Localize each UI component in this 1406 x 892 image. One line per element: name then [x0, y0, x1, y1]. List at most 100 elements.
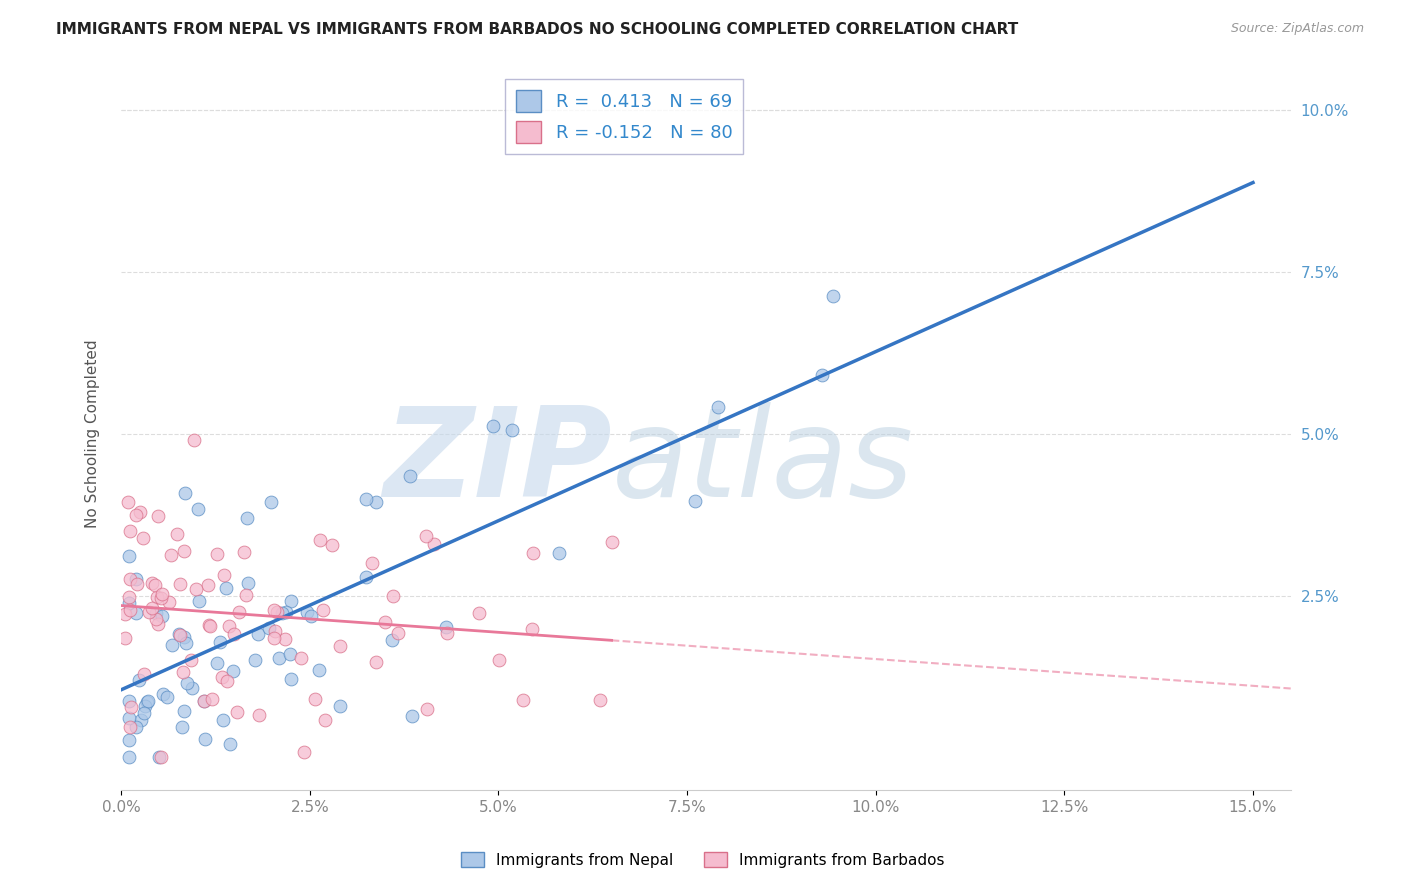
- Point: [292, 745, 315, 759]
- Point: [183, 434, 205, 448]
- Point: [271, 606, 294, 620]
- Point: [212, 568, 235, 582]
- Point: [821, 289, 844, 303]
- Point: [197, 578, 219, 592]
- Point: [304, 692, 326, 706]
- Point: [157, 595, 180, 609]
- Point: [131, 531, 153, 545]
- Point: [145, 612, 167, 626]
- Point: [273, 632, 295, 646]
- Point: [501, 423, 523, 437]
- Point: [174, 636, 197, 650]
- Point: [488, 653, 510, 667]
- Point: [321, 538, 343, 552]
- Point: [512, 693, 534, 707]
- Text: atlas: atlas: [613, 401, 914, 523]
- Point: [245, 653, 267, 667]
- Point: [207, 657, 229, 671]
- Point: [138, 605, 160, 619]
- Point: [180, 653, 202, 667]
- Point: [118, 596, 141, 610]
- Point: [257, 621, 280, 635]
- Point: [117, 495, 139, 509]
- Point: [145, 606, 167, 620]
- Point: [398, 468, 420, 483]
- Point: [235, 588, 257, 602]
- Point: [167, 627, 190, 641]
- Point: [180, 681, 202, 696]
- Point: [589, 693, 612, 707]
- Point: [236, 511, 259, 525]
- Point: [170, 720, 193, 734]
- Point: [360, 557, 382, 571]
- Point: [169, 628, 191, 642]
- Point: [125, 508, 148, 522]
- Point: [401, 708, 423, 723]
- Point: [356, 492, 378, 507]
- Point: [209, 635, 232, 649]
- Point: [173, 544, 195, 558]
- Point: [329, 639, 352, 653]
- Point: [811, 368, 834, 383]
- Point: [381, 633, 404, 648]
- Point: [481, 418, 503, 433]
- Point: [278, 647, 301, 661]
- Point: [263, 624, 285, 638]
- Point: [150, 591, 173, 605]
- Point: [364, 495, 387, 509]
- Point: [125, 606, 148, 620]
- Point: [194, 731, 217, 746]
- Point: [162, 639, 184, 653]
- Point: [150, 587, 173, 601]
- Point: [150, 750, 173, 764]
- Point: [159, 548, 181, 562]
- Point: [118, 603, 141, 617]
- Point: [301, 609, 323, 624]
- Point: [141, 575, 163, 590]
- Point: [134, 698, 156, 713]
- Point: [176, 676, 198, 690]
- Point: [280, 594, 302, 608]
- Point: [312, 603, 335, 617]
- Point: [120, 700, 142, 714]
- Point: [415, 529, 437, 543]
- Point: [423, 537, 446, 551]
- Text: IMMIGRANTS FROM NEPAL VS IMMIGRANTS FROM BARBADOS NO SCHOOLING COMPLETED CORRELA: IMMIGRANTS FROM NEPAL VS IMMIGRANTS FROM…: [56, 22, 1018, 37]
- Point: [707, 400, 730, 414]
- Point: [228, 605, 250, 619]
- Point: [118, 733, 141, 747]
- Point: [169, 576, 191, 591]
- Point: [148, 750, 170, 764]
- Point: [201, 691, 224, 706]
- Point: [522, 545, 544, 559]
- Point: [382, 589, 405, 603]
- Point: [118, 524, 141, 538]
- Point: [218, 619, 240, 633]
- Point: [215, 673, 238, 688]
- Point: [434, 620, 457, 634]
- Point: [600, 535, 623, 549]
- Text: ZIP: ZIP: [384, 401, 613, 523]
- Point: [152, 687, 174, 701]
- Point: [222, 664, 245, 678]
- Point: [290, 651, 312, 665]
- Point: [134, 706, 156, 721]
- Point: [114, 631, 136, 645]
- Point: [522, 622, 544, 636]
- Point: [125, 572, 148, 586]
- Point: [118, 694, 141, 708]
- Point: [468, 606, 491, 620]
- Point: [247, 627, 270, 641]
- Point: [118, 710, 141, 724]
- Point: [129, 505, 152, 519]
- Point: [187, 501, 209, 516]
- Point: [215, 581, 238, 595]
- Point: [187, 593, 209, 607]
- Point: [295, 605, 318, 619]
- Point: [118, 549, 141, 564]
- Point: [135, 696, 157, 710]
- Point: [193, 694, 215, 708]
- Point: [314, 713, 336, 727]
- Point: [308, 663, 330, 677]
- Point: [329, 699, 352, 714]
